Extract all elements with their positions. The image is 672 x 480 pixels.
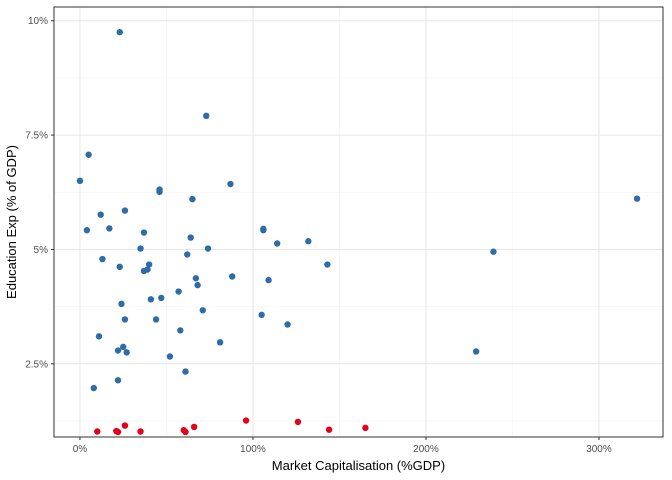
y-tick-label: 2.5%	[25, 359, 48, 370]
data-point	[177, 327, 184, 334]
data-point	[95, 333, 103, 340]
data-point	[121, 207, 129, 214]
data-point	[182, 428, 189, 436]
data-point	[175, 288, 182, 295]
data-point	[490, 248, 497, 255]
data-point	[140, 229, 148, 236]
data-point	[194, 281, 201, 289]
data-point	[204, 245, 212, 252]
data-point	[633, 195, 641, 202]
data-point	[114, 347, 122, 354]
minor-gridlines	[54, 7, 663, 437]
x-tick-label: 0%	[73, 444, 88, 455]
data-point	[472, 348, 480, 355]
data-point	[265, 276, 272, 284]
y-axis-title: Education Exp (% of GDP)	[4, 145, 19, 299]
data-point	[106, 225, 113, 232]
data-point	[147, 296, 155, 303]
data-point	[121, 316, 129, 323]
data-point	[116, 28, 123, 36]
data-point	[94, 428, 101, 435]
y-tick-label: 5%	[34, 245, 49, 256]
data-point	[114, 377, 122, 384]
data-point	[273, 240, 281, 247]
x-tick-label: 100%	[240, 444, 266, 455]
data-point	[137, 428, 144, 435]
data-point	[362, 424, 369, 432]
data-point	[114, 428, 122, 436]
data-point	[229, 273, 236, 280]
major-gridlines	[54, 7, 663, 437]
data-point	[190, 423, 198, 431]
y-tick-label: 10%	[28, 16, 48, 27]
data-points	[76, 28, 641, 436]
data-point	[76, 177, 84, 185]
data-point	[242, 417, 250, 424]
data-point	[258, 311, 265, 319]
data-point	[260, 227, 267, 234]
y-tick-label: 7.5%	[25, 131, 48, 142]
data-point	[156, 188, 163, 196]
data-point	[305, 238, 312, 245]
data-point	[152, 316, 160, 323]
data-point	[182, 368, 189, 375]
data-point	[166, 353, 174, 360]
data-point	[137, 245, 144, 252]
data-point	[85, 151, 92, 158]
data-point	[118, 300, 125, 308]
data-point	[140, 267, 148, 275]
data-point	[216, 339, 224, 346]
data-point	[120, 343, 127, 351]
x-tick-label: 300%	[586, 444, 612, 455]
data-point	[189, 195, 196, 203]
axis-ticks: 0% 100% 200% 300% 2.5% 5% 7.5% 10%	[25, 16, 612, 455]
data-point	[83, 227, 91, 234]
data-point	[294, 418, 302, 426]
data-point	[192, 275, 200, 282]
data-point	[145, 261, 153, 268]
data-point	[284, 321, 291, 328]
data-point	[187, 234, 194, 241]
data-point	[203, 112, 210, 120]
data-point	[116, 263, 123, 271]
x-axis-title: Market Capitalisation (%GDP)	[272, 458, 445, 473]
data-point	[97, 211, 104, 218]
data-point	[123, 349, 130, 356]
data-point	[324, 261, 331, 268]
data-point	[184, 251, 191, 258]
data-point	[99, 255, 106, 263]
data-point	[199, 307, 206, 314]
data-point	[227, 180, 234, 188]
data-point	[90, 384, 97, 392]
data-point	[121, 422, 129, 429]
x-tick-label: 200%	[413, 444, 439, 455]
panel-border	[53, 6, 664, 438]
data-point	[325, 426, 333, 433]
data-point	[158, 294, 165, 302]
